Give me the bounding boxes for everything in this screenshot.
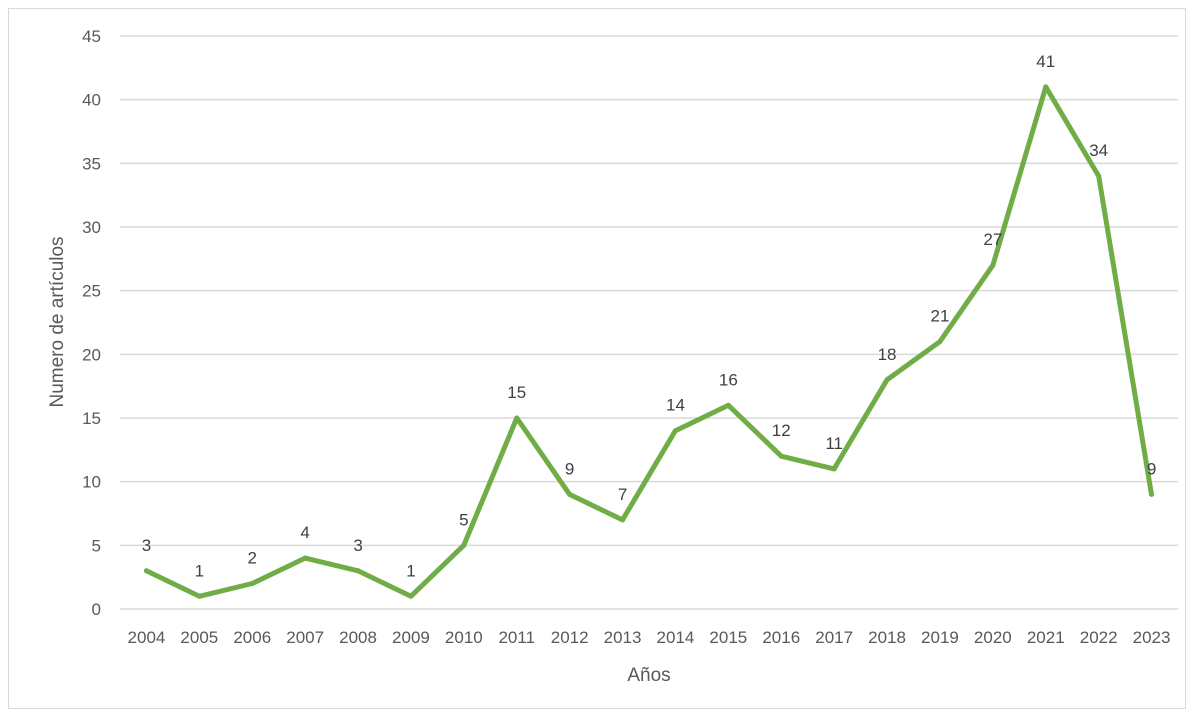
x-tick-label: 2008: [339, 628, 377, 647]
x-axis-ticks: 2004 2005 2006 2007 2008 2009 2010 2011 2012 2013…: [128, 628, 1171, 647]
data-label: 3: [353, 536, 362, 555]
data-point: [514, 415, 520, 421]
data-label: 15: [507, 383, 526, 402]
data-label: 1: [195, 561, 204, 580]
x-tick-label: 2013: [604, 628, 642, 647]
data-point: [884, 377, 890, 383]
x-tick-label: 2010: [445, 628, 483, 647]
data-point: [672, 428, 678, 434]
data-label: 1: [406, 561, 415, 580]
x-tick-label: 2012: [551, 628, 589, 647]
x-tick-label: 2020: [974, 628, 1012, 647]
x-tick-label: 2021: [1027, 628, 1065, 647]
x-axis-title: Años: [627, 665, 670, 686]
data-point: [1149, 491, 1155, 497]
x-tick-label: 2014: [657, 628, 695, 647]
x-tick-label: 2007: [286, 628, 324, 647]
gridlines: [120, 35, 1178, 610]
series-layer: [143, 84, 1155, 599]
data-label: 27: [983, 230, 1002, 249]
x-tick-label: 2018: [868, 628, 906, 647]
chart-frame: [8, 8, 1186, 709]
x-tick-label: 2015: [709, 628, 747, 647]
y-tick-label: 0: [92, 600, 101, 619]
data-label: 5: [459, 510, 468, 529]
data-point: [620, 517, 626, 523]
data-point: [937, 339, 943, 345]
data-label: 9: [1147, 459, 1156, 478]
y-tick-label: 15: [82, 409, 101, 428]
data-label: 41: [1036, 52, 1055, 71]
y-tick-label: 10: [82, 473, 101, 492]
y-tick-label: 35: [82, 154, 101, 173]
data-point: [143, 568, 149, 574]
data-point: [567, 491, 573, 497]
data-label: 21: [930, 307, 949, 326]
x-tick-label: 2017: [815, 628, 853, 647]
data-point: [1096, 173, 1102, 179]
x-tick-label: 2006: [233, 628, 271, 647]
y-tick-label: 40: [82, 91, 101, 110]
data-label: 2: [248, 549, 257, 568]
data-point: [725, 402, 731, 408]
x-tick-label: 2011: [498, 628, 535, 647]
data-point: [831, 466, 837, 472]
data-point: [196, 593, 202, 599]
data-label: 34: [1089, 141, 1108, 160]
x-tick-label: 2005: [180, 628, 218, 647]
data-label: 9: [565, 459, 574, 478]
x-tick-label: 2004: [128, 628, 166, 647]
y-axis-ticks: 0 5 10 15 20 25 30 35 40 45: [82, 27, 101, 619]
y-tick-label: 20: [82, 345, 101, 364]
data-point: [461, 542, 467, 548]
y-tick-label: 5: [92, 536, 101, 555]
x-tick-label: 2016: [762, 628, 800, 647]
y-tick-label: 25: [82, 282, 101, 301]
data-point: [408, 593, 414, 599]
x-tick-label: 2019: [921, 628, 959, 647]
data-label: 7: [618, 485, 627, 504]
data-point: [1043, 84, 1049, 90]
data-label: 18: [878, 345, 897, 364]
data-label: 16: [719, 370, 738, 389]
data-label: 4: [300, 523, 309, 542]
y-tick-label: 30: [82, 218, 101, 237]
data-label: 12: [772, 421, 791, 440]
data-point: [249, 581, 255, 587]
data-point: [778, 453, 784, 459]
x-tick-label: 2022: [1080, 628, 1118, 647]
series-line: [143, 84, 1154, 599]
x-tick-label: 2009: [392, 628, 430, 647]
data-point: [302, 555, 308, 561]
x-tick-label: 2023: [1133, 628, 1171, 647]
data-label: 3: [142, 536, 151, 555]
y-axis-title: Numero de artículos: [47, 236, 68, 407]
data-label: 14: [666, 396, 685, 415]
data-point: [355, 568, 361, 574]
data-point: [990, 262, 996, 268]
data-label: 11: [825, 434, 843, 453]
y-tick-label: 45: [82, 27, 101, 46]
